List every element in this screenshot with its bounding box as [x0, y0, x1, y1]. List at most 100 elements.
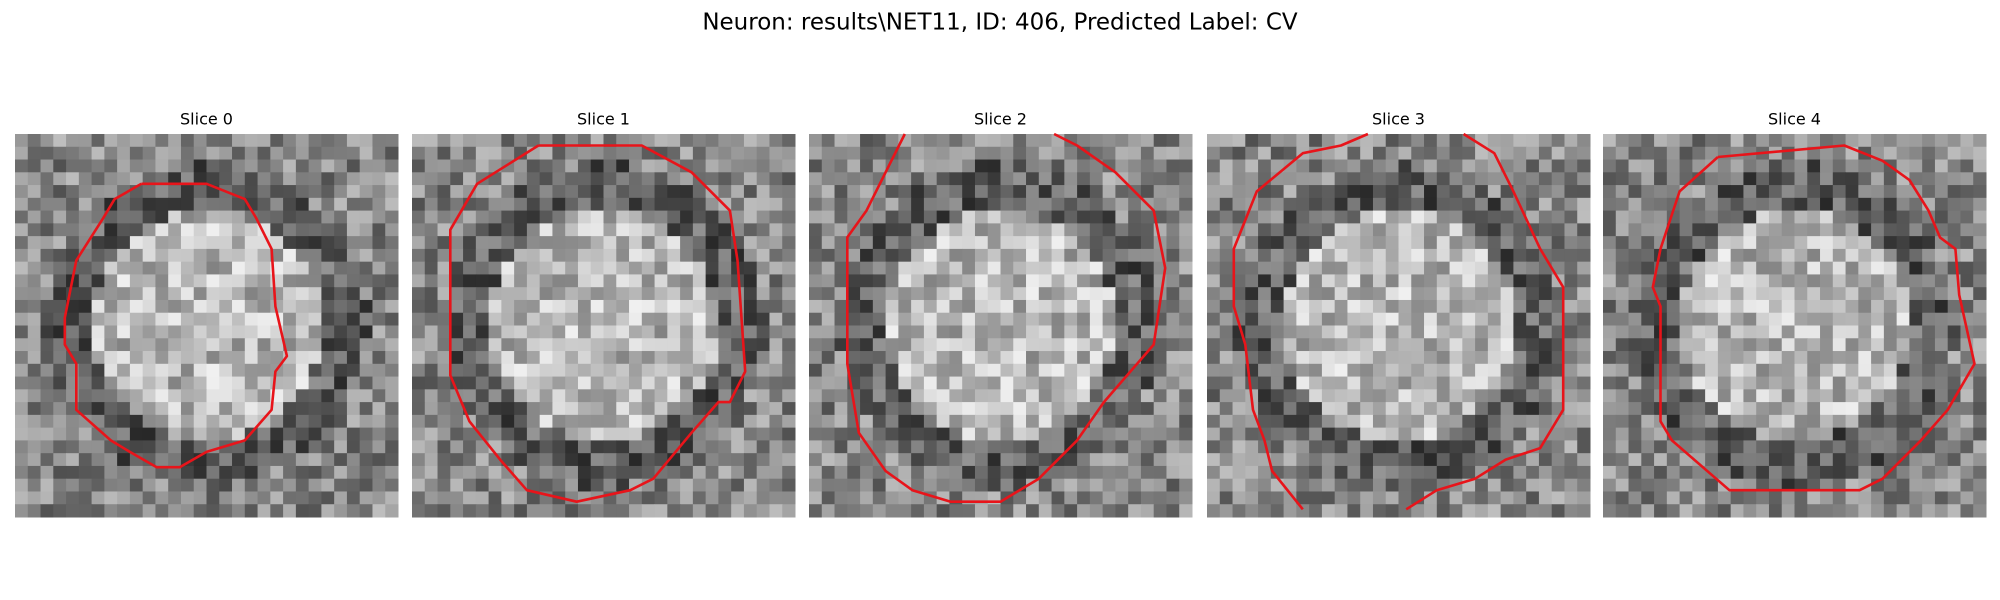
pixel — [1820, 210, 1834, 224]
pixel — [705, 427, 719, 441]
pixel — [1832, 402, 1847, 416]
pixel — [1270, 185, 1285, 199]
pixel — [1347, 274, 1361, 288]
pixel — [1166, 453, 1180, 467]
pixel — [1832, 223, 1847, 237]
pixel — [565, 465, 579, 480]
pixel — [346, 465, 361, 480]
pixel — [821, 210, 836, 224]
pixel — [1270, 236, 1285, 250]
pixel — [1013, 363, 1027, 378]
pixel — [1077, 478, 1091, 492]
pixel — [1628, 185, 1642, 199]
pixel — [372, 274, 386, 288]
pixel — [1973, 312, 1987, 326]
pixel — [1128, 389, 1142, 403]
pixel — [718, 376, 732, 390]
pixel — [1679, 159, 1693, 173]
pixel — [1883, 172, 1898, 186]
pixel — [53, 274, 67, 288]
pixel — [1475, 261, 1489, 275]
pixel — [437, 465, 451, 480]
pixel — [463, 236, 477, 250]
pixel — [834, 210, 848, 224]
pixel — [1705, 325, 1719, 339]
pixel — [1424, 185, 1438, 199]
pixel — [372, 248, 386, 263]
pixel — [372, 389, 386, 403]
pixel — [718, 248, 732, 263]
pixel — [1128, 172, 1142, 186]
pixel — [1166, 210, 1180, 224]
pixel — [1372, 478, 1387, 492]
pixel — [834, 414, 848, 429]
pixel — [1219, 465, 1234, 480]
pixel — [1615, 363, 1630, 378]
pixel — [526, 223, 541, 237]
pixel — [923, 159, 938, 173]
pixel — [629, 159, 643, 173]
pixel — [641, 363, 656, 378]
pixel — [385, 287, 399, 301]
pixel — [1641, 299, 1655, 314]
pixel — [923, 172, 938, 186]
pixel — [1013, 351, 1027, 365]
pixel — [1283, 376, 1297, 390]
pixel — [66, 185, 80, 199]
pixel — [1000, 299, 1014, 314]
pixel — [27, 478, 42, 492]
pixel — [565, 389, 579, 403]
pixel — [359, 389, 373, 403]
pixel — [475, 185, 490, 199]
pixel — [743, 223, 758, 237]
pixel — [1654, 478, 1668, 492]
pixel — [1219, 146, 1234, 161]
pixel — [1347, 248, 1361, 263]
pixel — [1513, 491, 1527, 505]
pixel — [142, 287, 156, 301]
pixel — [1628, 389, 1642, 403]
pixel — [53, 389, 67, 403]
pixel — [1551, 210, 1565, 224]
pixel — [1922, 440, 1936, 454]
pixel — [911, 504, 925, 518]
pixel — [1115, 236, 1129, 250]
pixel — [168, 185, 182, 199]
pixel — [590, 223, 604, 237]
pixel — [1628, 197, 1642, 212]
pixel — [1140, 325, 1155, 339]
pixel — [1794, 325, 1808, 339]
pixel — [1051, 351, 1065, 365]
pixel — [1538, 414, 1553, 429]
pixel — [1973, 389, 1987, 403]
pixel — [1730, 197, 1744, 212]
pixel — [1692, 453, 1706, 467]
pixel — [743, 312, 758, 326]
pixel — [565, 504, 579, 518]
pixel — [974, 146, 989, 161]
pixel — [1449, 197, 1463, 212]
pixel — [1115, 299, 1129, 314]
pixel — [1051, 248, 1065, 263]
pixel — [1973, 299, 1987, 314]
pixel — [1270, 376, 1285, 390]
pixel — [1128, 274, 1142, 288]
pixel — [565, 197, 579, 212]
pixel — [1321, 185, 1336, 199]
pixel — [1424, 351, 1438, 365]
pixel — [1743, 504, 1757, 518]
pixel — [346, 414, 361, 429]
pixel — [1232, 414, 1246, 429]
pixel — [1462, 440, 1476, 454]
pixel — [1360, 491, 1374, 505]
pixel — [1666, 389, 1681, 403]
pixel — [155, 402, 169, 416]
pixel — [923, 389, 938, 403]
pixel — [1845, 299, 1859, 314]
pixel — [1551, 478, 1565, 492]
pixel — [1487, 427, 1502, 441]
pixel — [641, 248, 656, 263]
pixel — [577, 453, 592, 467]
pixel — [1398, 274, 1412, 288]
pixel — [1166, 236, 1180, 250]
